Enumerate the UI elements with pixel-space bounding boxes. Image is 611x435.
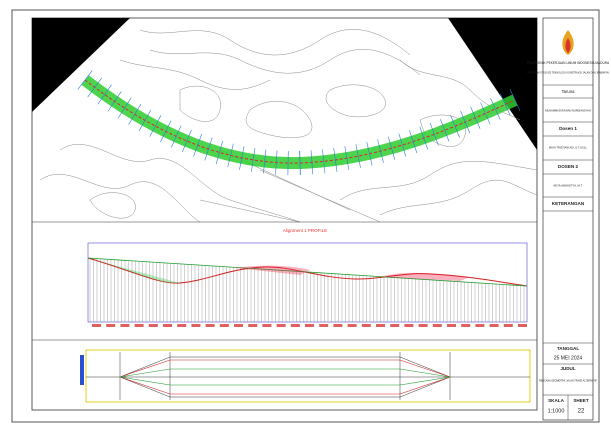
station-box <box>475 324 484 327</box>
station-box <box>248 324 257 327</box>
station-box <box>191 324 200 327</box>
station-box <box>149 324 158 327</box>
station-box <box>362 324 371 327</box>
program: PROGRAM STUDI D3 TEKNOLOGI KONSTRUKSI JA… <box>527 72 609 75</box>
station-box <box>504 324 513 327</box>
station-box <box>106 324 115 327</box>
station-box <box>220 324 229 327</box>
station-box <box>163 324 172 327</box>
station-box <box>461 324 470 327</box>
student-name: MUHAMMAD RAIHAN NURDIANSYAH <box>545 109 591 113</box>
station-box <box>376 324 385 327</box>
label: Dosen 1 <box>559 126 577 131</box>
station-box <box>390 324 399 327</box>
label: DOSEN 2 <box>558 164 579 169</box>
station-box <box>404 324 413 327</box>
station-box <box>419 324 428 327</box>
advisor-name: MAYA TRISTIANI ADI, S.T.,M.Sc. <box>549 146 587 150</box>
scale: 1:1000 <box>548 408 565 414</box>
label: JUDUL <box>560 366 576 371</box>
station-box <box>291 324 300 327</box>
station-box <box>135 324 144 327</box>
station-box <box>518 324 527 327</box>
station-box <box>262 324 271 327</box>
profile-title: Alignment 1 PROFILE <box>283 228 327 233</box>
station-box <box>92 324 101 327</box>
station-box <box>490 324 499 327</box>
sheet-number: 22 <box>578 409 585 415</box>
station-box <box>319 324 328 327</box>
label: Taruna <box>562 89 575 94</box>
drawing-sheet: Alignment 1 PROFILE POLITEKNIK PEKERJAAN… <box>0 0 611 430</box>
label: KETERANGAN <box>552 201 585 206</box>
subject: RENCANA GEOMETRIK JALAN TRASE ALTERNATIF <box>539 380 598 383</box>
label: TANGGAL <box>557 346 580 351</box>
date: 25 MEI 2024 <box>554 355 583 361</box>
station-box <box>333 324 342 327</box>
station-box <box>120 324 129 327</box>
label: SHEET <box>573 398 589 403</box>
station-box <box>305 324 314 327</box>
station-labels <box>92 324 527 327</box>
advisor-name: ADYA ADHASTYA, M.T. <box>553 184 583 188</box>
station-box <box>348 324 357 327</box>
station-box <box>234 324 243 327</box>
institution: POLITEKNIK PEKERJAAN UMUM INDONESIA MADU… <box>527 61 610 65</box>
station-box <box>177 324 186 327</box>
station-box <box>433 324 442 327</box>
label: SKALA <box>548 398 565 403</box>
station-box <box>206 324 215 327</box>
station-box <box>277 324 286 327</box>
marker <box>80 355 84 385</box>
station-box <box>447 324 456 327</box>
